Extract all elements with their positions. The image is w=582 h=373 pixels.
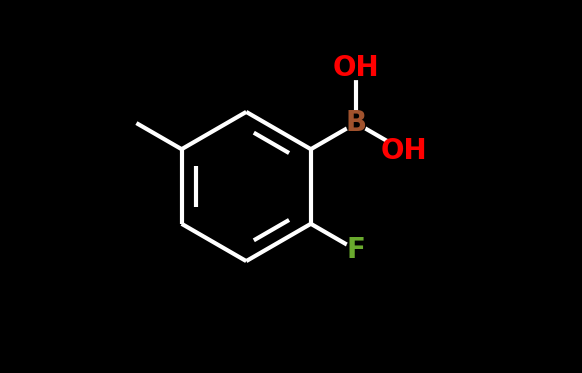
- Text: B: B: [346, 109, 367, 137]
- Text: F: F: [347, 236, 365, 264]
- Text: OH: OH: [380, 137, 427, 164]
- Ellipse shape: [331, 57, 381, 79]
- Ellipse shape: [346, 239, 366, 261]
- Ellipse shape: [378, 140, 429, 162]
- Text: OH: OH: [333, 54, 379, 82]
- Ellipse shape: [346, 112, 366, 134]
